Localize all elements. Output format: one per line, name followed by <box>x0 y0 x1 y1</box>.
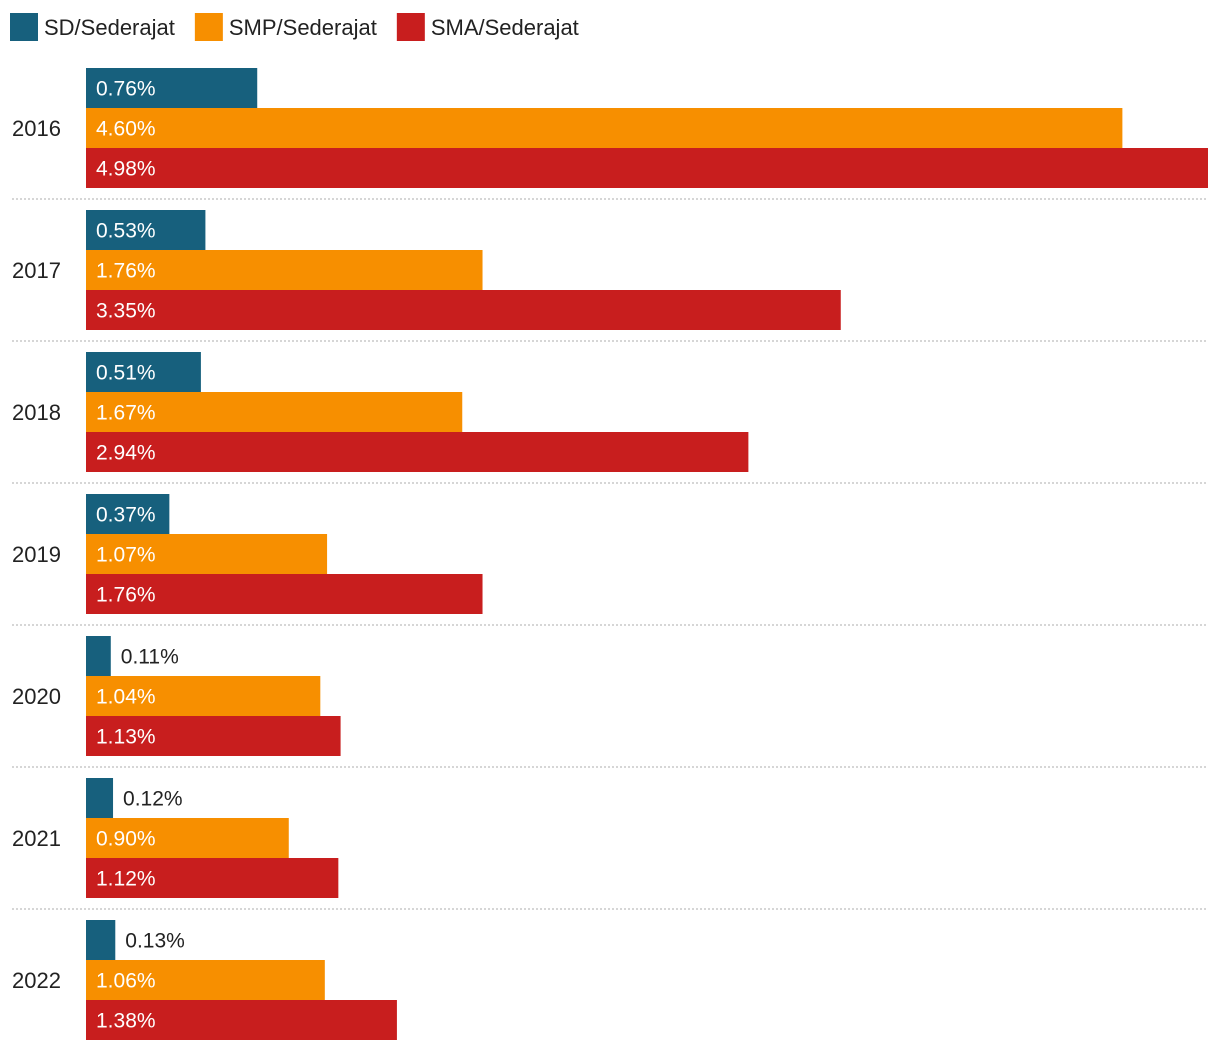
value-labels: 0.76% 4.60% 4.98% 0.53% 1.76% 3.35% 0.51% 1.67%… <box>96 78 185 1033</box>
bar-sma-sederajat-2020 <box>86 716 341 756</box>
data-label-sma-sederajat-2017: 3.35% <box>96 300 156 323</box>
bar-sma-sederajat-2017 <box>86 290 841 330</box>
legend-label-sd-sederajat: SD/Sederajat <box>44 15 175 40</box>
bar-smp-sederajat-2019 <box>86 534 328 574</box>
bar-sma-sederajat-2018 <box>86 432 749 472</box>
data-label-sma-sederajat-2022: 1.38% <box>96 1010 156 1033</box>
bar-smp-sederajat-2022 <box>86 960 325 1000</box>
data-label-sd-sederajat-2021: 0.12% <box>123 788 183 811</box>
bar-sd-sederajat-2017 <box>86 210 206 250</box>
legend-swatch-smp-sederajat <box>194 13 223 41</box>
bar-smp-sederajat-2020 <box>86 676 321 716</box>
data-label-sd-sederajat-2020: 0.11% <box>121 646 179 669</box>
bar-smp-sederajat-2017 <box>86 250 483 290</box>
bar-sma-sederajat-2021 <box>86 858 339 898</box>
data-label-sma-sederajat-2016: 4.98% <box>96 158 156 181</box>
data-label-smp-sederajat-2022: 1.06% <box>96 970 156 993</box>
category-label-2019: 2019 <box>12 542 61 567</box>
data-label-sma-sederajat-2020: 1.13% <box>96 726 156 749</box>
bar-sma-sederajat-2016 <box>86 148 1208 188</box>
category-labels: 2016 2017 2018 2019 2020 2021 2022 <box>12 116 61 993</box>
group-separators <box>12 198 1208 910</box>
bar-sma-sederajat-2022 <box>86 1000 397 1040</box>
bar-sd-sederajat-2018 <box>86 352 201 392</box>
legend-swatch-sma-sederajat <box>396 13 425 41</box>
data-label-smp-sederajat-2016: 4.60% <box>96 118 156 141</box>
bar-smp-sederajat-2018 <box>86 392 463 432</box>
data-label-sd-sederajat-2022: 0.13% <box>125 930 185 953</box>
data-label-smp-sederajat-2021: 0.90% <box>96 828 156 851</box>
data-label-smp-sederajat-2018: 1.67% <box>96 402 156 425</box>
bar-sd-sederajat-2022 <box>86 920 116 960</box>
category-label-2020: 2020 <box>12 684 61 709</box>
bars <box>86 68 1208 1040</box>
bar-smp-sederajat-2021 <box>86 818 289 858</box>
data-label-sd-sederajat-2017: 0.53% <box>96 220 156 243</box>
data-label-smp-sederajat-2019: 1.07% <box>96 544 156 567</box>
data-label-sd-sederajat-2016: 0.76% <box>96 78 156 101</box>
category-label-2016: 2016 <box>12 116 61 141</box>
data-label-sma-sederajat-2018: 2.94% <box>96 442 156 465</box>
bar-sma-sederajat-2019 <box>86 574 483 614</box>
data-label-smp-sederajat-2017: 1.76% <box>96 260 156 283</box>
bar-sd-sederajat-2021 <box>86 778 114 818</box>
category-label-2017: 2017 <box>12 258 61 283</box>
legend-label-smp-sederajat: SMP/Sederajat <box>229 15 377 40</box>
bar-sd-sederajat-2020 <box>86 636 111 676</box>
legend-swatch-sd-sederajat <box>10 13 38 41</box>
bar-sd-sederajat-2016 <box>86 68 258 108</box>
category-label-2022: 2022 <box>12 968 61 993</box>
data-label-smp-sederajat-2020: 1.04% <box>96 686 156 709</box>
category-label-2018: 2018 <box>12 400 61 425</box>
bar-smp-sederajat-2016 <box>86 108 1123 148</box>
data-label-sma-sederajat-2019: 1.76% <box>96 584 156 607</box>
category-label-2021: 2021 <box>12 826 61 851</box>
legend: SD/Sederajat SMP/Sederajat SMA/Sederajat <box>10 13 579 41</box>
data-label-sd-sederajat-2018: 0.51% <box>96 362 156 385</box>
data-label-sma-sederajat-2021: 1.12% <box>96 868 156 891</box>
bar-sd-sederajat-2019 <box>86 494 170 534</box>
legend-label-sma-sederajat: SMA/Sederajat <box>431 15 579 40</box>
data-label-sd-sederajat-2019: 0.37% <box>96 504 156 527</box>
